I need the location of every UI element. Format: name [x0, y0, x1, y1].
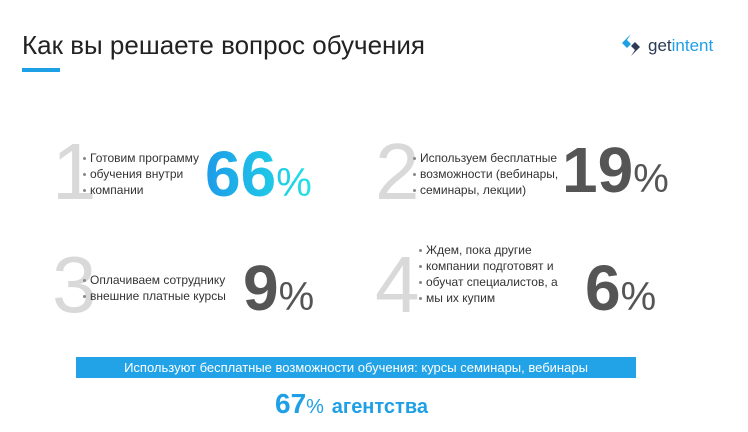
item-index: 4 [375, 240, 420, 329]
percent: 9% [243, 256, 314, 320]
summary-value: 67 [275, 388, 307, 419]
percent-value: 9 [243, 252, 279, 324]
percent-unit: % [633, 157, 669, 201]
percent: 66% [205, 142, 312, 206]
percent: 6% [585, 256, 656, 320]
summary-label: агентства [331, 396, 428, 418]
percent-value: 66 [205, 138, 277, 210]
title: Как вы решаете вопрос обучения [22, 30, 426, 60]
text-line: возможности (вебинары, [420, 167, 559, 181]
text-line: компании подготовят и [426, 258, 558, 274]
text-line: обучения внутри [90, 166, 199, 182]
text-line: внешние платные курсы [90, 289, 226, 303]
text-line: Ждем, пока другие [426, 242, 558, 258]
title-underline [22, 68, 60, 72]
percent-unit: % [620, 275, 657, 319]
text-line: семинары, лекции) [420, 182, 558, 198]
percent-unit: % [278, 275, 315, 319]
logo-text: intent [671, 36, 714, 55]
item-text: Готовим программу обучения внутри компан… [90, 150, 199, 198]
item-text: Оплачиваем сотруднику внешние платные ку… [90, 272, 226, 304]
banner: Используют бесплатные возможности обучен… [76, 357, 636, 378]
item-text: Используем бесплатные возможности (вебин… [420, 150, 558, 198]
logo-text: get [648, 36, 672, 55]
percent: 19% [562, 138, 669, 202]
summary-unit: % [306, 396, 324, 418]
item-text: Ждем, пока другие компании подготовят и … [426, 242, 558, 306]
percent-unit: % [276, 161, 312, 205]
logo: getintent [622, 34, 714, 56]
item-index: 2 [375, 127, 420, 216]
text-line: Готовим программу [90, 151, 200, 165]
logo-icon [622, 34, 640, 56]
text-line: компании [90, 182, 199, 198]
summary: 67% агентства [275, 388, 428, 420]
text-line: обучат специалистов, а [426, 275, 558, 289]
text-line: Используем бесплатные [420, 151, 558, 165]
text-line: Оплачиваем сотруднику [90, 273, 226, 287]
text-line: мы их купим [426, 290, 558, 306]
percent-value: 19 [562, 134, 634, 206]
percent-value: 6 [585, 252, 621, 324]
